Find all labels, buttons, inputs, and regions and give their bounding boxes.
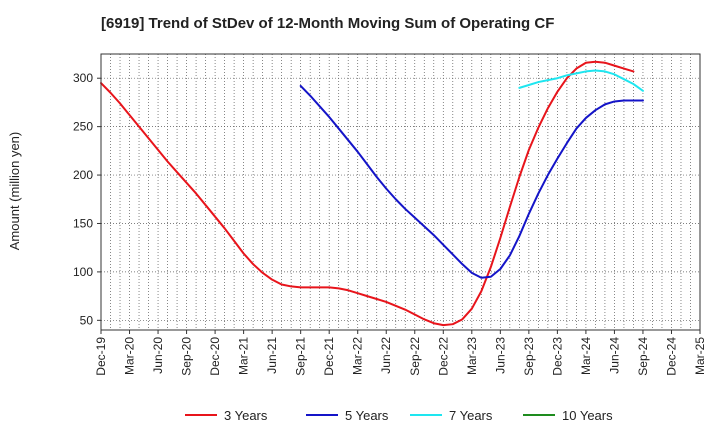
x-tick-label: Sep-20 xyxy=(180,337,194,376)
grid xyxy=(101,54,700,330)
x-tick-label: Sep-22 xyxy=(408,337,422,376)
x-tick-label: Jun-20 xyxy=(151,337,165,374)
plot-frame xyxy=(100,53,701,331)
y-tick-label: 150 xyxy=(73,216,93,230)
series-line-7-years xyxy=(518,69,644,92)
legend-label-3-years: 3 Years xyxy=(224,408,268,423)
x-tick-label: Jun-24 xyxy=(607,337,621,374)
x-tick-label: Mar-21 xyxy=(237,337,251,375)
x-tick-label: Jun-23 xyxy=(493,337,507,374)
x-tick-label: Sep-23 xyxy=(522,337,536,376)
x-tick-label: Dec-20 xyxy=(208,337,222,376)
y-ticks: 50 100 150 200 250 300 xyxy=(73,71,101,327)
x-tick-label: Dec-24 xyxy=(664,337,678,376)
x-tick-label: Jun-21 xyxy=(265,337,279,374)
legend-label-10-years: 10 Years xyxy=(562,408,613,423)
legend: 3 Years 5 Years 7 Years 10 Years xyxy=(185,408,613,423)
x-ticks: Dec-19 Mar-20 Jun-20 Sep-20 Dec-20 Mar-21 Jun-… xyxy=(94,330,707,376)
x-tick-label: Dec-19 xyxy=(94,337,108,376)
x-tick-label: Sep-21 xyxy=(294,337,308,376)
y-tick-label: 50 xyxy=(80,313,94,327)
legend-label-7-years: 7 Years xyxy=(449,408,493,423)
series-line-3-years xyxy=(100,60,635,327)
x-tick-label: Jun-22 xyxy=(379,337,393,374)
x-tick-label: Mar-23 xyxy=(465,337,479,375)
y-tick-label: 200 xyxy=(73,168,93,182)
x-tick-label: Mar-24 xyxy=(579,337,593,375)
y-tick-label: 250 xyxy=(73,120,93,134)
y-tick-label: 300 xyxy=(73,71,93,85)
y-tick-label: 100 xyxy=(73,265,93,279)
series-lines xyxy=(100,60,644,327)
x-tick-label: Mar-22 xyxy=(351,337,365,375)
x-tick-label: Dec-21 xyxy=(322,337,336,376)
x-tick-label: Mar-20 xyxy=(123,337,137,375)
x-tick-label: Sep-24 xyxy=(636,337,650,376)
series-line-5-years xyxy=(299,84,644,279)
legend-label-5-years: 5 Years xyxy=(345,408,389,423)
x-tick-label: Mar-25 xyxy=(693,337,707,375)
plot-area xyxy=(101,54,700,330)
x-tick-label: Dec-22 xyxy=(436,337,450,376)
x-tick-label: Dec-23 xyxy=(550,337,564,376)
chart-title: [6919] Trend of StDev of 12-Month Moving… xyxy=(101,15,554,32)
y-axis-label: Amount (million yen) xyxy=(7,132,22,251)
